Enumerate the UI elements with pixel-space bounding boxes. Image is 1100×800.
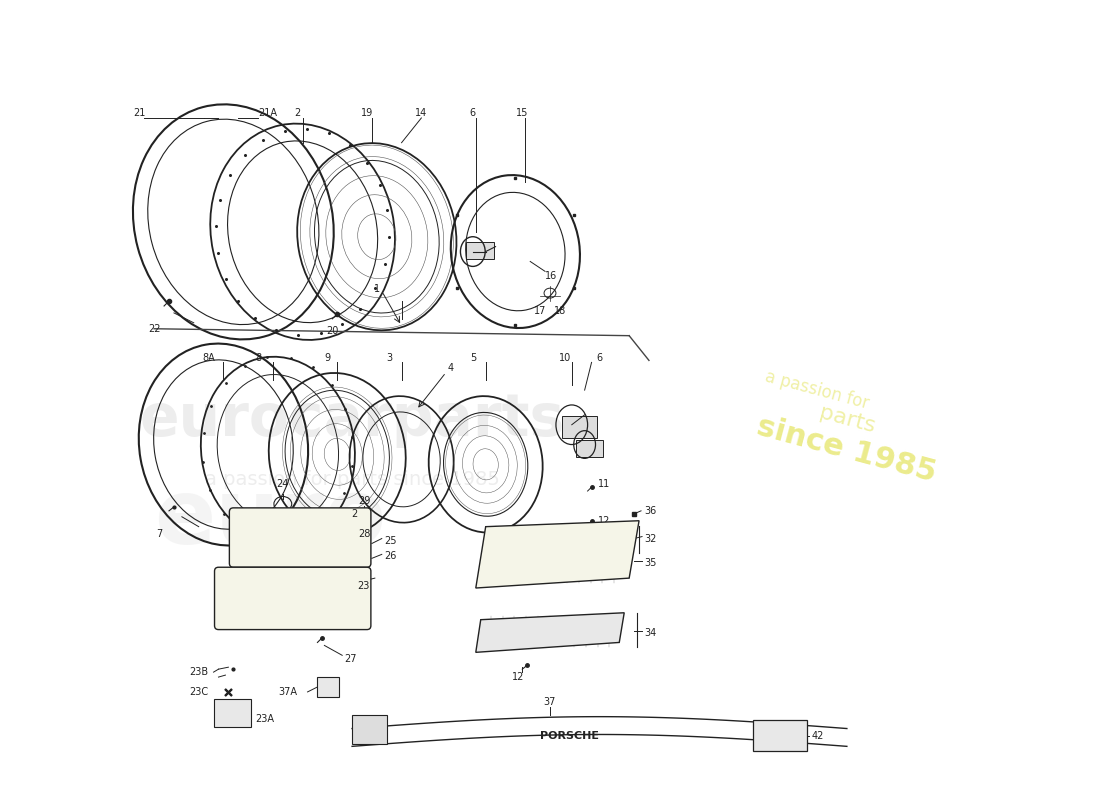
Text: 26: 26 [384, 551, 396, 562]
Text: 14: 14 [415, 108, 428, 118]
Text: 21A: 21A [258, 108, 277, 118]
Bar [318, 677, 339, 697]
Text: 24: 24 [276, 479, 289, 489]
Bar [466, 242, 494, 259]
Text: eurocarparts: eurocarparts [140, 391, 564, 448]
Text: 42: 42 [812, 731, 824, 742]
Polygon shape [476, 613, 624, 652]
Text: 35: 35 [644, 558, 657, 568]
Text: a passion for parts since 1985: a passion for parts since 1985 [205, 470, 499, 489]
Polygon shape [476, 521, 639, 588]
Text: a passion for: a passion for [763, 367, 871, 413]
Text: 2: 2 [295, 108, 300, 118]
Bar [752, 720, 807, 751]
Bar [213, 699, 251, 726]
Text: 7: 7 [156, 529, 162, 538]
Text: 27: 27 [344, 654, 356, 664]
Text: 2: 2 [351, 509, 358, 519]
Text: 8: 8 [255, 354, 261, 363]
Text: 8A: 8A [202, 354, 215, 363]
Ellipse shape [498, 533, 532, 574]
Text: 5: 5 [470, 354, 476, 363]
Text: 11: 11 [597, 479, 609, 489]
Text: 4: 4 [448, 363, 454, 374]
Text: 37A: 37A [278, 687, 298, 697]
Text: 18: 18 [553, 306, 566, 316]
Text: PORSCHE: PORSCHE [540, 731, 600, 742]
Text: 1: 1 [374, 284, 379, 294]
Text: 21: 21 [133, 108, 145, 118]
Text: 36: 36 [644, 506, 657, 516]
Text: 12: 12 [513, 672, 525, 682]
Text: euro: euro [154, 474, 386, 562]
Bar [562, 416, 596, 438]
Text: 10: 10 [559, 354, 571, 363]
Text: 15: 15 [516, 108, 528, 118]
Text: 6: 6 [596, 354, 603, 363]
Bar [352, 714, 387, 744]
Text: 17: 17 [534, 306, 547, 316]
Text: 23: 23 [358, 581, 370, 591]
Text: 32: 32 [644, 534, 657, 543]
Text: 23C: 23C [189, 687, 209, 697]
Text: 3: 3 [386, 354, 393, 363]
Text: 23A: 23A [255, 714, 274, 724]
Text: 23B: 23B [189, 667, 209, 677]
Text: 37: 37 [543, 697, 557, 707]
Text: since 1985: since 1985 [754, 411, 939, 487]
Text: 6: 6 [470, 108, 476, 118]
Text: parts: parts [816, 402, 877, 437]
Text: 16: 16 [546, 271, 558, 282]
Text: 12: 12 [597, 516, 609, 526]
Text: 9: 9 [324, 354, 330, 363]
Text: 34: 34 [644, 627, 657, 638]
Text: 20: 20 [326, 326, 339, 336]
Text: 25: 25 [384, 535, 396, 546]
Text: 28: 28 [358, 529, 370, 538]
Text: 19: 19 [361, 108, 373, 118]
Text: 29: 29 [358, 496, 370, 506]
FancyBboxPatch shape [230, 508, 371, 567]
Bar [575, 439, 604, 458]
FancyBboxPatch shape [214, 567, 371, 630]
Text: 22: 22 [147, 324, 161, 334]
